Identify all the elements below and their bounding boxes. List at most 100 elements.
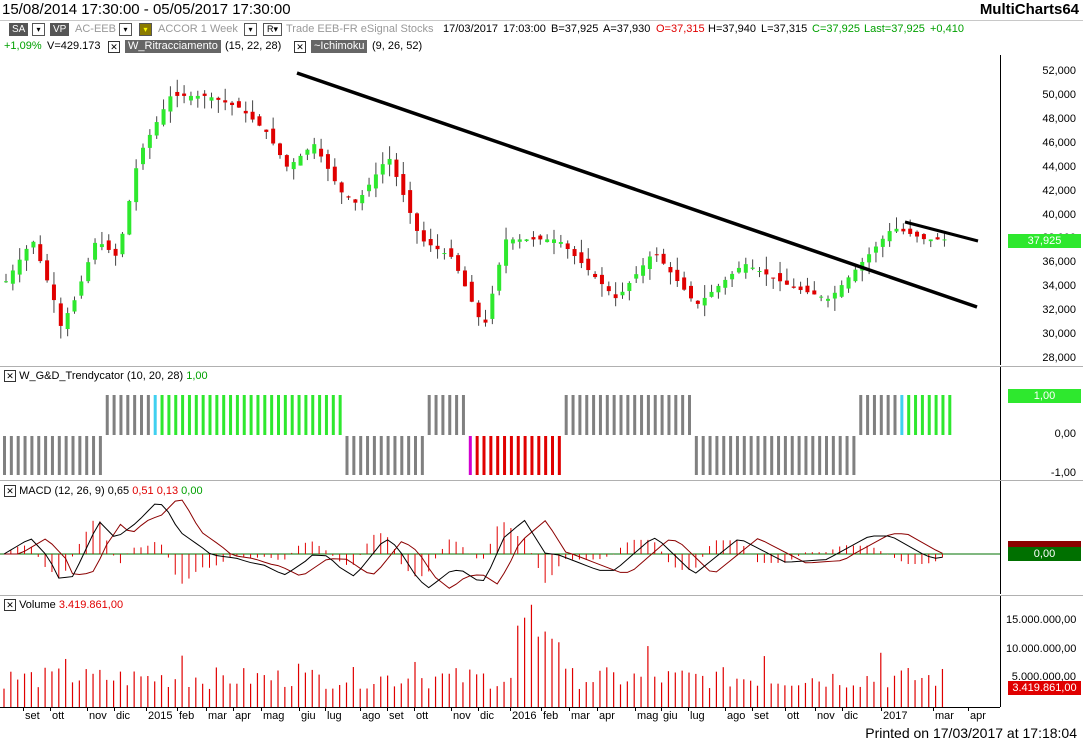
time-axis-label: lug [327,710,342,722]
sa-dropdown-icon[interactable]: ▾ [32,23,45,36]
trendline [296,71,978,309]
trendycator-bar [277,395,280,435]
candle-body [408,190,413,213]
candle-body [901,228,906,232]
trendycator-bar [215,395,219,435]
macd-signal-marker [1008,541,1081,548]
candle-body [504,239,509,266]
interval-dropdown-icon[interactable]: ▾ [244,23,257,36]
close-trendycator-icon[interactable]: ✕ [4,370,16,382]
volume-tick-label: 5.000.000,00 [1011,671,1076,683]
trendycator-bar [838,436,842,475]
time-axis-tick [87,707,88,711]
trendycator-bar [735,436,739,475]
candle-body [79,281,84,296]
candle-body [93,242,98,260]
sa-button[interactable]: SA [9,23,29,36]
candle-body [147,134,152,148]
trendycator-bar [920,395,924,435]
print-footer: Printed on 17/03/2017 at 17:18:04 [865,725,1077,741]
trendycator-bar [941,395,945,435]
time-axis-tick [569,707,570,711]
quote-date: 17/03/2017 [443,23,499,35]
flag-icon[interactable]: ▾ [139,23,152,36]
trendycator-bar [516,436,520,475]
quote-time: 17:03:00 [503,23,546,35]
candle-body [620,291,625,296]
candle-body [538,235,543,240]
time-axis-tick [387,707,388,711]
trendycator-bar [372,436,376,475]
trendycator-bar [633,395,637,435]
time-axis-label: mag [263,710,285,722]
trendycator-bar [475,436,479,475]
time-axis-label: set [25,710,40,722]
trendycator-bar [482,436,486,475]
candle-body [757,270,762,272]
candle-body [332,166,337,182]
trendycator-bar [50,436,54,475]
trendycator-bar [551,436,554,475]
time-axis-tick [635,707,636,711]
trendycator-bar [585,395,589,435]
close-volume-icon[interactable]: ✕ [4,599,16,611]
time-axis-label: dic [116,710,131,722]
trendycator-bar [660,395,664,435]
time-axis-tick [233,707,234,711]
candle-body [832,292,837,299]
trendycator-bar [598,395,602,435]
symbol-info-row: SA ▾ VP AC-EEB ▾ ▾ ACCOR 1 Week ▾ R▾ Tra… [0,21,1083,39]
candle-body [394,159,399,177]
candle-body [490,293,495,319]
candle-body [442,253,447,255]
candle-body [545,239,550,243]
candle-body [764,269,769,275]
trendycator-bar [400,436,404,475]
volume-chart[interactable] [0,596,1000,707]
candle-body [586,258,591,271]
candle-body [668,267,673,273]
candle-body [915,231,920,237]
time-axis-tick [842,707,843,711]
trendycator-bar [37,436,41,475]
candle-body [894,228,899,232]
study-ritracciamento[interactable]: W_Ritracciamento [125,40,221,53]
candle-body [387,158,392,165]
price-chart[interactable] [0,55,1000,365]
candle-body [264,129,269,132]
time-axis-tick [688,707,689,711]
close-macd-icon[interactable]: ✕ [4,485,16,497]
trendycator-chart[interactable] [0,367,1000,480]
price-tick-label: 46,000 [1042,137,1076,149]
trendycator-badge: 1,00 [1008,389,1081,403]
r-button[interactable]: R▾ [263,23,282,36]
macd-chart[interactable] [0,481,1000,594]
app-name: MultiCharts64 [979,1,1079,18]
instrument-interval: ACCOR 1 Week [158,23,238,35]
time-axis-label: ago [362,710,381,722]
time-axis-tick [968,707,969,711]
trendycator-bar [886,395,890,435]
time-axis-tick [325,707,326,711]
candle-body [606,286,611,292]
symbol-dropdown-icon[interactable]: ▾ [119,23,132,36]
vp-button[interactable]: VP [50,23,70,36]
trendycator-bar [167,395,171,435]
open-value: O=37,315 [656,23,705,35]
candle-body [627,282,632,292]
close-study-ritracciamento-icon[interactable]: ✕ [108,41,120,53]
candle-body [469,281,474,302]
candle-body [853,269,858,282]
time-axis-label: mar [935,710,954,722]
trendycator-bar [694,436,698,475]
trendline-short [904,220,979,243]
close-study-ichimoku-icon[interactable]: ✕ [294,41,306,53]
candle-body [798,286,803,291]
time-axis-tick [146,707,147,711]
trendycator-bar [297,395,301,435]
macd-header: ✕ MACD (12, 26, 9) 0,65 0,51 0,13 0,00 [4,485,203,497]
trendycator-bar [23,436,27,475]
study-ichimoku[interactable]: ~Ichimoku [311,40,368,53]
candle-body [928,239,933,242]
trendycator-bar [646,395,650,435]
